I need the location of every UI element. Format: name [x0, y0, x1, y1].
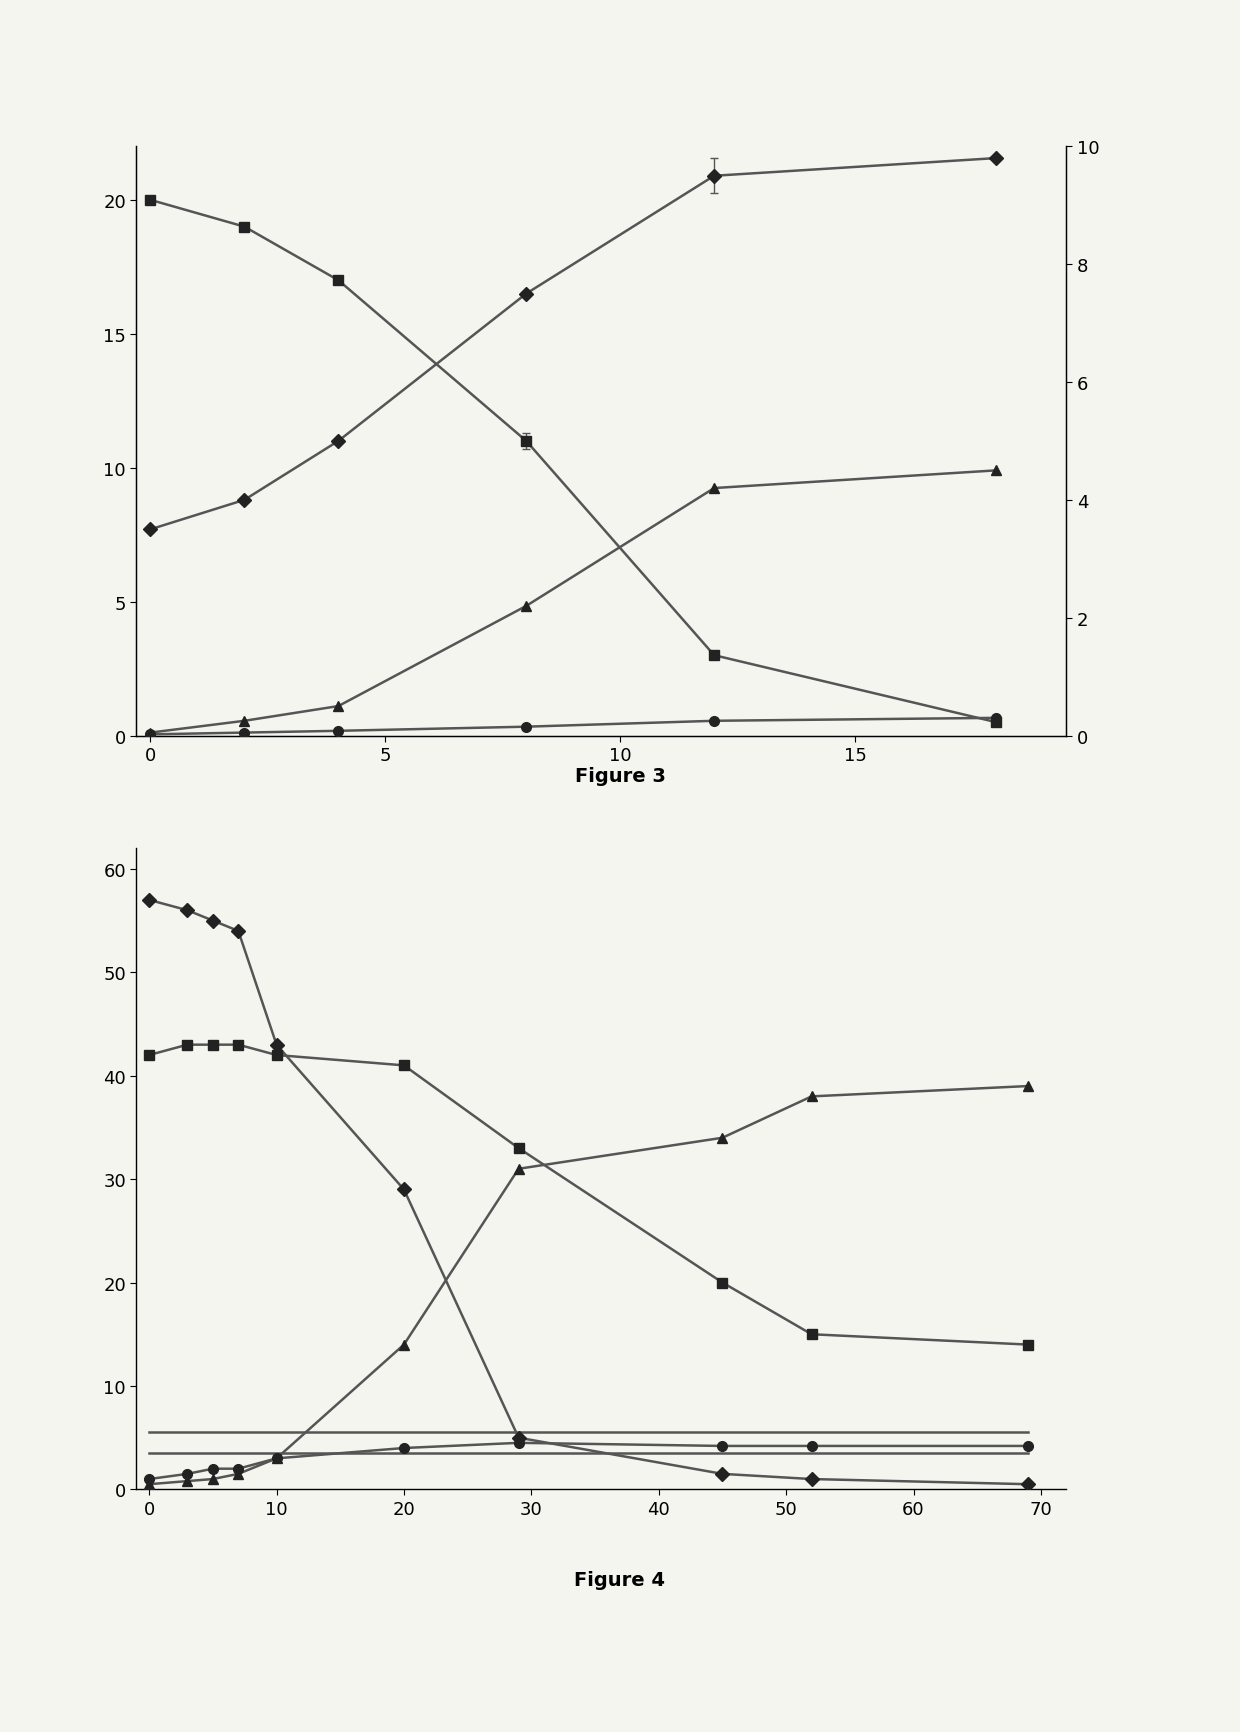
Text: Figure 3: Figure 3 — [574, 767, 666, 785]
Text: Figure 4: Figure 4 — [574, 1571, 666, 1588]
